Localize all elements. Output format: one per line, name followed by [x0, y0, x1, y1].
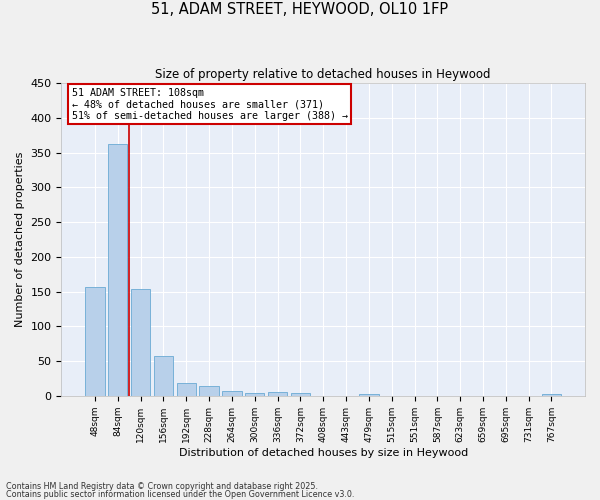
X-axis label: Distribution of detached houses by size in Heywood: Distribution of detached houses by size … — [179, 448, 468, 458]
Bar — [290, 393, 310, 396]
Bar — [268, 392, 287, 396]
Text: Contains HM Land Registry data © Crown copyright and database right 2025.: Contains HM Land Registry data © Crown c… — [6, 482, 318, 491]
Bar — [176, 384, 196, 396]
Bar — [359, 394, 379, 396]
Bar — [131, 290, 150, 396]
Bar — [85, 286, 104, 396]
Bar — [199, 386, 219, 396]
Text: Contains public sector information licensed under the Open Government Licence v3: Contains public sector information licen… — [6, 490, 355, 499]
Bar — [245, 393, 265, 396]
Text: 51 ADAM STREET: 108sqm
← 48% of detached houses are smaller (371)
51% of semi-de: 51 ADAM STREET: 108sqm ← 48% of detached… — [72, 88, 348, 121]
Bar — [542, 394, 561, 396]
Bar — [108, 144, 127, 396]
Y-axis label: Number of detached properties: Number of detached properties — [15, 152, 25, 327]
Text: 51, ADAM STREET, HEYWOOD, OL10 1FP: 51, ADAM STREET, HEYWOOD, OL10 1FP — [151, 2, 449, 18]
Title: Size of property relative to detached houses in Heywood: Size of property relative to detached ho… — [155, 68, 491, 80]
Bar — [222, 391, 242, 396]
Bar — [154, 356, 173, 396]
